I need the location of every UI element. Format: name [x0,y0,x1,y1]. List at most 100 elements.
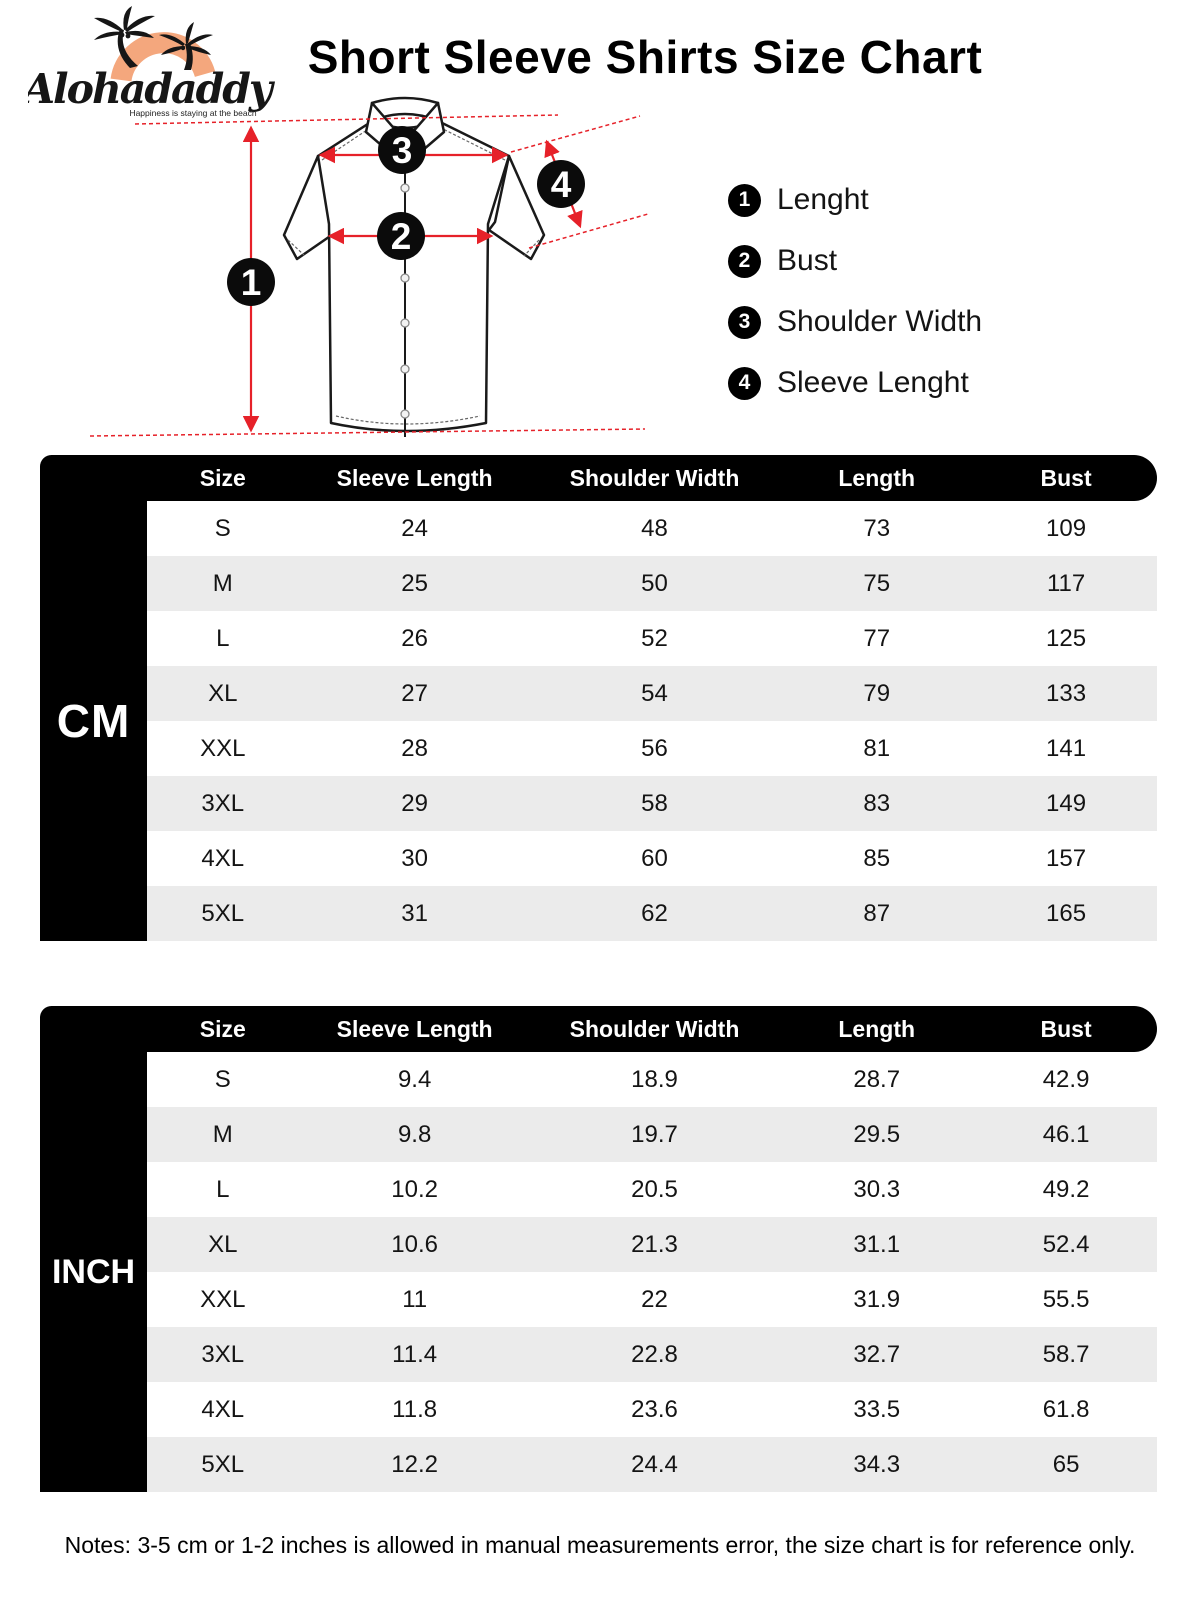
table-row: M 9.8 19.7 29.5 46.1 [147,1107,1157,1162]
column-header: Length [838,465,916,491]
measurement-legend: 1 Lenght 2 Bust 3 Shoulder Width 4 Sleev… [728,180,982,424]
value-cell: 10.2 [391,1176,438,1203]
size-cell: M [212,570,233,597]
value-cell: 141 [1046,735,1087,762]
table-row: 5XL 12.2 24.4 34.3 65 [147,1437,1157,1492]
badge-3-number: 3 [392,130,413,171]
value-cell: 24 [401,515,428,542]
value-cell: 11 [402,1286,428,1313]
size-table-inch: Size Sleeve Length Shoulder Width Length Bus… [40,1006,1157,1492]
legend-item-sleeve-length: 4 Sleeve Lenght [728,363,982,403]
value-cell: 26 [401,625,428,652]
extension-line-bottom [89,428,646,437]
value-cell: 28.7 [853,1066,901,1093]
value-cell: 83 [863,790,891,817]
size-cell: 3XL [201,1341,245,1368]
value-cell: 87 [863,900,891,927]
value-cell: 61.8 [1042,1396,1090,1423]
value-cell: 21.3 [631,1231,678,1258]
value-cell: 165 [1046,900,1087,927]
value-cell: 149 [1046,790,1087,817]
value-cell: 10.6 [391,1231,438,1258]
table-row: S 24 48 73 109 [147,501,1157,556]
table-row: L 10.2 20.5 30.3 49.2 [147,1162,1157,1217]
size-cell: 5XL [201,1451,245,1478]
page-title: Short Sleeve Shirts Size Chart [307,31,983,83]
size-cell: XXL [200,1286,246,1313]
value-cell: 85 [863,845,891,872]
legend-badge-1: 1 [728,183,761,217]
value-cell: 20.5 [631,1176,678,1203]
table-row: 3XL 29 58 83 149 [147,776,1157,831]
badge-1-number: 1 [241,262,262,303]
value-cell: 32.7 [853,1341,901,1368]
column-header: Shoulder Width [569,465,740,491]
header-spacer [40,455,147,501]
table-row: 5XL 31 62 87 165 [147,886,1157,941]
logo-sun-arc [110,32,216,82]
table-row: 4XL 11.8 23.6 33.5 61.8 [147,1382,1157,1437]
badge-2-circle [377,212,425,260]
table-row: XXL 11 22 31.9 55.5 [147,1272,1157,1327]
column-header: Length [838,1016,916,1042]
legend-label: Sleeve Lenght [777,366,969,399]
table-row: S 9.4 18.9 28.7 42.9 [147,1052,1157,1107]
value-cell: 58 [641,790,668,817]
column-header: Shoulder Width [569,1016,740,1042]
value-cell: 62 [641,900,668,927]
value-cell: 117 [1046,570,1086,597]
table-row: 3XL 11.4 22.8 32.7 58.7 [147,1327,1157,1382]
table-header-row: Size Sleeve Length Shoulder Width Length Bus… [40,1006,1157,1052]
size-cell: 5XL [201,900,245,927]
value-cell: 27 [401,680,428,707]
value-cell: 11.8 [392,1396,438,1423]
value-cell: 157 [1046,845,1087,872]
size-cell: M [212,1121,233,1148]
brand-name: Alohadaddy [28,65,276,113]
value-cell: 9.4 [397,1066,432,1093]
value-cell: 58.7 [1042,1341,1090,1368]
legend-badge-3: 3 [728,305,761,339]
table-row: L 26 52 77 125 [147,611,1157,666]
value-cell: 46.1 [1042,1121,1090,1148]
extension-line-sleeve-top [510,115,641,153]
palm-tree-icon [94,6,155,68]
value-cell: 75 [863,570,891,597]
badge-1-circle [227,258,275,306]
value-cell: 25 [401,570,428,597]
value-cell: 31 [401,900,428,927]
value-cell: 55.5 [1042,1286,1090,1313]
value-cell: 79 [863,680,891,707]
legend-label: Shoulder Width [777,305,983,338]
value-cell: 30 [401,845,428,872]
column-header: Sleeve Length [336,1016,493,1042]
value-cell: 30.3 [853,1176,901,1203]
value-cell: 28 [401,735,428,762]
table-header-row: Size Sleeve Length Shoulder Width Length Bus… [40,455,1157,501]
size-cell: S [214,1066,231,1093]
table-row: M 25 50 75 117 [147,556,1157,611]
unit-label-inch: INCH [40,1052,147,1492]
palm-tree-icon [159,22,213,70]
value-cell: 22.8 [631,1341,678,1368]
column-header: Size [199,1016,246,1042]
value-cell: 60 [641,845,668,872]
legend-item-length: 1 Lenght [728,180,982,220]
table-row: XXL 28 56 81 141 [147,721,1157,776]
header-columns: Size Sleeve Length Shoulder Width Length Bus… [147,455,1157,501]
table-row: XL 10.6 21.3 31.1 52.4 [147,1217,1157,1272]
value-cell: 48 [641,515,668,542]
header-columns: Size Sleeve Length Shoulder Width Length Bus… [147,1006,1157,1052]
size-table-cm: Size Sleeve Length Shoulder Width Length Bus… [40,455,1157,941]
value-cell: 23.6 [631,1396,678,1423]
value-cell: 9.8 [397,1121,432,1148]
value-cell: 34.3 [853,1451,901,1478]
value-cell: 73 [863,515,891,542]
hem-seam [335,415,481,425]
legend-item-shoulder-width: 3 Shoulder Width [728,302,982,342]
value-cell: 22 [641,1286,668,1313]
value-cell: 19.7 [631,1121,678,1148]
value-cell: 133 [1046,680,1087,707]
table-rows: S 24 48 73 109 M 25 50 75 117 L 26 52 77 125 XL 27 54 79 13… [147,501,1157,941]
